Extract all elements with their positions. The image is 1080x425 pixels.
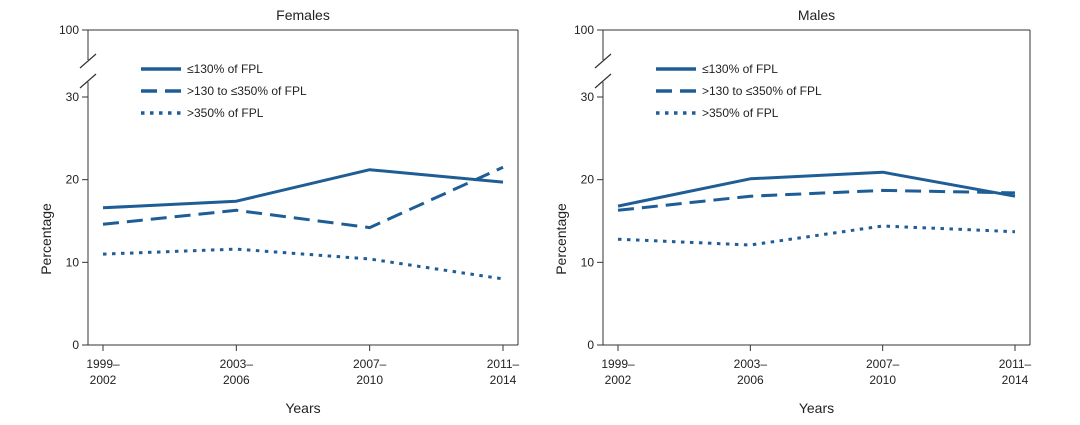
chart-title: Females xyxy=(276,7,330,23)
x-tick-label-line1: 2007– xyxy=(353,357,387,371)
legend-label-350-of-fpl: >350% of FPL xyxy=(187,106,264,120)
series-line-350-of-fpl xyxy=(102,247,504,281)
y-tick-label-20: 20 xyxy=(66,173,80,187)
y-tick-label-10: 10 xyxy=(581,255,595,269)
y-tick-label-10: 10 xyxy=(66,255,80,269)
legend-label-130-of-fpl: ≤130% of FPL xyxy=(702,62,778,76)
x-axis-title: Years xyxy=(799,400,834,416)
males-panel: 100 0 10 20 30 1999– 2002 2003– 2006 2007– 2010 201… xyxy=(553,7,1032,416)
y-tick-label-20: 20 xyxy=(581,173,595,187)
y-tick-label-100: 100 xyxy=(574,23,594,37)
chart-title: Males xyxy=(798,7,835,23)
legend-label-350-of-fpl: >350% of FPL xyxy=(702,106,779,120)
x-tick-label-line1: 2003– xyxy=(220,357,254,371)
y-axis-title: Percentage xyxy=(553,203,569,275)
axis-break-mark-lower xyxy=(594,73,612,89)
x-axis-title: Years xyxy=(285,400,320,416)
series-line-130-of-fpl xyxy=(102,168,504,210)
y-tick-label-0: 0 xyxy=(587,338,594,352)
x-tick-label-line2: 2002 xyxy=(605,373,632,387)
x-tick-label-line2: 2014 xyxy=(1002,373,1029,387)
x-tick-label-line2: 2010 xyxy=(356,373,383,387)
x-tick-label-line1: 1999– xyxy=(601,357,635,371)
axis-break-mark-upper xyxy=(594,53,612,69)
x-tick-label-line2: 2010 xyxy=(869,373,896,387)
legend-label-130-to-350-of-fpl: >130 to ≤350% of FPL xyxy=(702,84,822,98)
x-tick-label-line2: 2014 xyxy=(490,373,517,387)
x-tick-label-line1: 1999– xyxy=(86,357,120,371)
x-tick-label-line1: 2003– xyxy=(734,357,768,371)
series-line-130-of-fpl xyxy=(617,170,1016,208)
series-line-130-to-350-of-fpl xyxy=(617,188,1016,212)
females-panel: 100 0 10 20 30 1999– 2002 2003– 2006 2007– 2010 201… xyxy=(38,7,520,416)
y-tick-label-30: 30 xyxy=(581,90,595,104)
y-axis-title: Percentage xyxy=(38,203,54,275)
x-tick-label-line1: 2011– xyxy=(487,357,520,371)
y-tick-label-100: 100 xyxy=(59,23,79,37)
series-line-350-of-fpl xyxy=(617,224,1016,247)
y-tick-label-30: 30 xyxy=(66,90,80,104)
legend-label-130-of-fpl: ≤130% of FPL xyxy=(187,62,263,76)
x-tick-label-line2: 2006 xyxy=(737,373,764,387)
series-line-130-to-350-of-fpl xyxy=(102,165,504,230)
x-tick-label-line1: 2007– xyxy=(866,357,900,371)
x-tick-label-line2: 2006 xyxy=(223,373,250,387)
x-tick-label-line1: 2011– xyxy=(999,357,1032,371)
y-tick-label-0: 0 xyxy=(72,338,79,352)
axis-break-mark-upper xyxy=(79,53,97,69)
axis-break-mark-lower xyxy=(79,73,97,89)
legend-label-130-to-350-of-fpl: >130 to ≤350% of FPL xyxy=(187,84,307,98)
x-tick-label-line2: 2002 xyxy=(90,373,117,387)
